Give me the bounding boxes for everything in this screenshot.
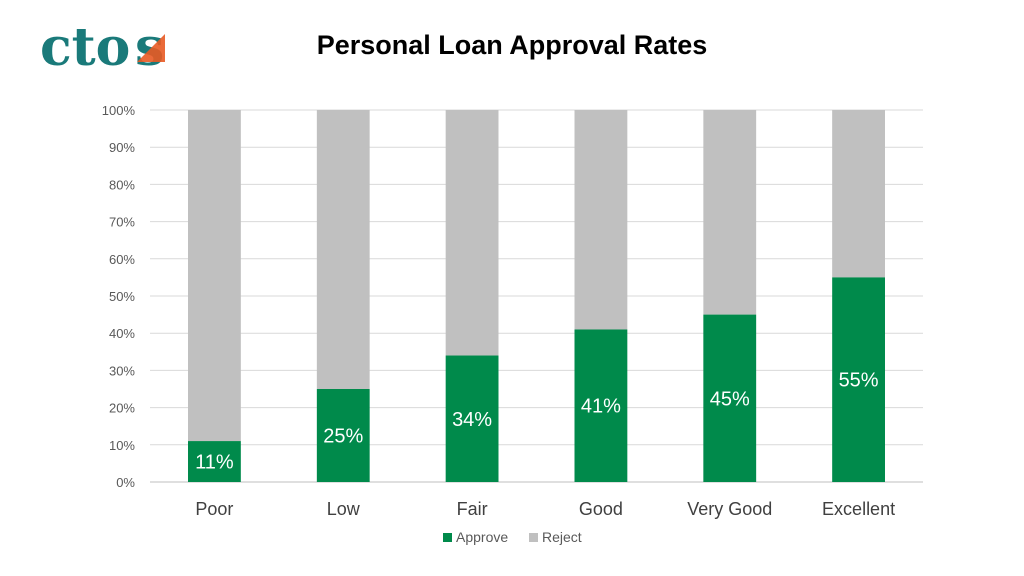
legend-label-reject: Reject <box>542 529 582 545</box>
bar-reject-5 <box>832 110 885 278</box>
bar-approve-1 <box>316 389 370 482</box>
bar-approve-2 <box>445 355 499 482</box>
gridlines <box>150 109 923 483</box>
data-label: 34% <box>452 409 492 431</box>
y-tick-label: 80% <box>109 177 135 192</box>
bars: 11% 25% 34% 41% 45% 55% <box>188 110 885 482</box>
y-tick-label: 30% <box>109 363 135 378</box>
y-tick-label: 40% <box>109 326 135 341</box>
bar-approve-3 <box>574 329 628 482</box>
bar-reject-0 <box>188 110 241 442</box>
x-category-label: Excellent <box>822 499 895 519</box>
data-label: 11% <box>195 452 234 474</box>
data-label: 25% <box>323 426 363 448</box>
bar-approve-4 <box>703 314 757 482</box>
data-label: 41% <box>581 396 621 418</box>
x-category-label: Very Good <box>687 499 772 519</box>
bar-reject-3 <box>574 110 628 330</box>
x-category-label: Low <box>327 499 361 519</box>
y-axis-ticks: 0% 10% 20% 30% 40% 50% 60% 70% 80% 90% 100% <box>102 103 136 490</box>
bar-reject-2 <box>445 110 499 356</box>
bar-reject-1 <box>316 110 370 389</box>
legend-swatch-approve <box>443 533 452 542</box>
y-tick-label: 100% <box>102 103 136 118</box>
x-category-label: Poor <box>195 499 233 519</box>
y-tick-label: 60% <box>109 252 135 267</box>
bar-reject-4 <box>703 110 757 315</box>
legend-label-approve: Approve <box>456 529 508 545</box>
bar-approve-0 <box>188 441 241 482</box>
bar-approve-5 <box>832 277 885 482</box>
x-category-label: Fair <box>457 499 488 519</box>
y-tick-label: 10% <box>109 438 135 453</box>
legend: Approve Reject <box>443 529 582 545</box>
y-tick-label: 50% <box>109 289 135 304</box>
x-category-label: Good <box>579 499 623 519</box>
y-tick-label: 0% <box>116 475 135 490</box>
data-label: 45% <box>710 388 750 410</box>
data-label: 55% <box>839 370 879 392</box>
ctos-logo: cto s <box>40 20 165 72</box>
legend-swatch-reject <box>529 533 538 542</box>
chart-title: Personal Loan Approval Rates <box>316 30 708 60</box>
x-axis-labels: Poor Low Fair Good Very Good Excellent <box>195 499 895 519</box>
svg-text:cto: cto <box>40 20 130 72</box>
y-tick-label: 20% <box>109 401 135 416</box>
y-tick-label: 90% <box>109 140 135 155</box>
y-tick-label: 70% <box>109 215 135 230</box>
